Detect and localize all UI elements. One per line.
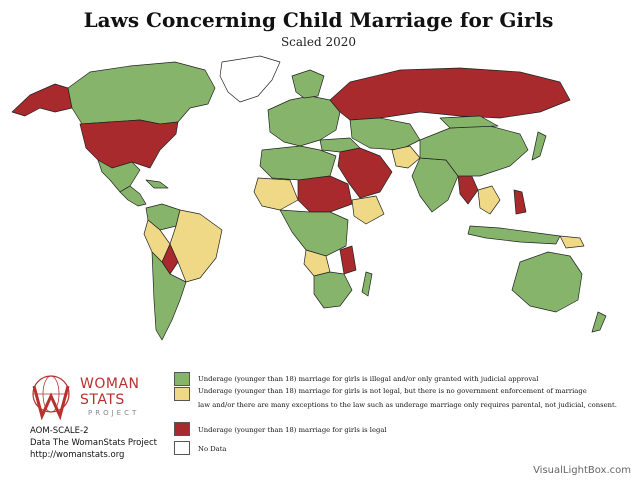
map-subtitle: Scaled 2020 [280, 35, 357, 49]
legend-swatch-green [174, 372, 190, 386]
region-southern-cone [151, 251, 187, 341]
region-central-africa [279, 209, 349, 257]
region-scandinavia [291, 69, 325, 99]
legend-label-yellow-1: Underage (younger than 18) marriage for … [198, 387, 587, 395]
region-caribbean [145, 179, 169, 189]
region-philippines [513, 189, 527, 215]
source-url[interactable]: http://womanstats.org [30, 450, 125, 460]
region-central-america [119, 185, 147, 207]
region-west-africa [253, 177, 299, 211]
region-afghanistan [391, 145, 421, 169]
region-australia [511, 251, 583, 313]
legend-label-green: Underage (younger than 18) marriage for … [198, 375, 539, 383]
legend-swatch-white [174, 441, 190, 455]
region-southern-africa [313, 271, 353, 309]
region-horn-africa [351, 195, 385, 225]
region-bangladesh-myanmar [457, 171, 479, 205]
region-north-africa [259, 145, 337, 181]
region-greenland [219, 55, 281, 103]
region-new-zealand [591, 311, 607, 333]
region-usa [79, 119, 179, 169]
legend-swatch-red [174, 422, 190, 436]
legend-label-yellow-2: law and/or there are many exceptions to … [198, 401, 617, 409]
legend-swatch-yellow [174, 387, 190, 401]
legend-label-white: No Data [198, 445, 227, 453]
region-se-asia [477, 185, 501, 215]
region-japan [531, 131, 547, 161]
region-mongolia [439, 115, 499, 129]
region-europe [267, 95, 341, 147]
legend-label-red: Underage (younger than 18) marriage for … [198, 426, 387, 434]
logo-text-woman: WOMAN [80, 376, 140, 392]
region-central-asia [349, 117, 421, 151]
region-sahel [297, 175, 353, 213]
data-source: Data The WomanStats Project [30, 438, 157, 448]
map-title: Laws Concerning Child Marriage for Girls [83, 8, 554, 32]
region-middle-east-red [337, 147, 393, 199]
region-madagascar [361, 271, 373, 297]
globe-logo-icon [32, 375, 70, 420]
world-map [11, 55, 607, 341]
region-russia [329, 67, 571, 121]
watermark: VisualLightBox.com [533, 465, 631, 476]
logo-text-stats: STATS [80, 392, 125, 408]
logo-text-project: PROJECT [88, 409, 140, 417]
region-indonesia [467, 225, 561, 245]
map-code: AOM-SCALE-2 [30, 426, 89, 436]
region-east-africa [339, 245, 357, 275]
region-alaska [11, 83, 73, 117]
region-png [559, 235, 585, 249]
region-brazil [169, 209, 223, 283]
region-canada [67, 61, 216, 125]
womanstats-logo: WOMAN STATS PROJECT [28, 372, 153, 422]
